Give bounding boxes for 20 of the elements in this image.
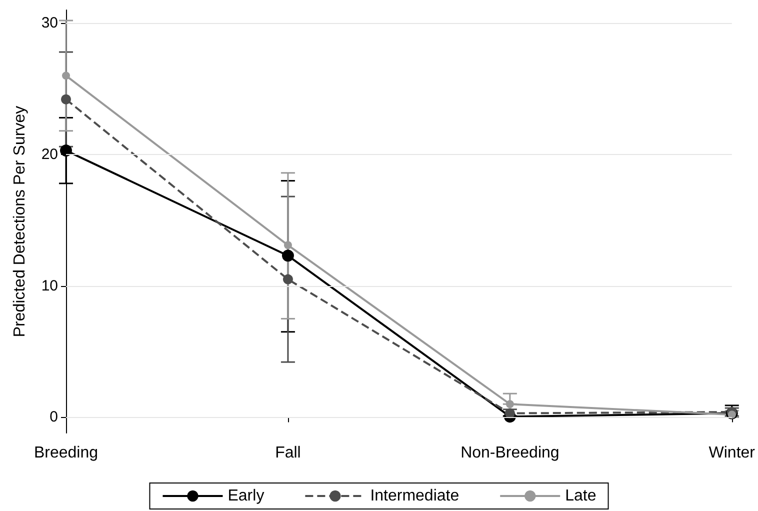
point — [284, 241, 292, 250]
legend-label: Intermediate — [370, 488, 460, 504]
point — [504, 408, 515, 418]
y-tick-label: 20 — [41, 146, 58, 164]
x-tick-label: Breeding — [34, 444, 98, 462]
y-tick-label: 0 — [50, 408, 58, 426]
point — [60, 144, 72, 157]
point — [506, 400, 514, 408]
point — [62, 72, 70, 80]
y-axis-title: Predicted Detections Per Survey — [12, 106, 28, 338]
point — [282, 274, 293, 284]
legend-label: Early — [228, 488, 264, 504]
point — [61, 94, 71, 104]
y-tick-label: 30 — [41, 14, 58, 32]
point — [282, 250, 294, 262]
legend-label: Late — [565, 488, 596, 504]
y-tick-label: 10 — [41, 277, 58, 294]
x-tick-label: Non-Breeding — [460, 444, 560, 462]
x-tick-label: Winter — [708, 444, 756, 462]
x-tick-label: Fall — [275, 444, 301, 462]
